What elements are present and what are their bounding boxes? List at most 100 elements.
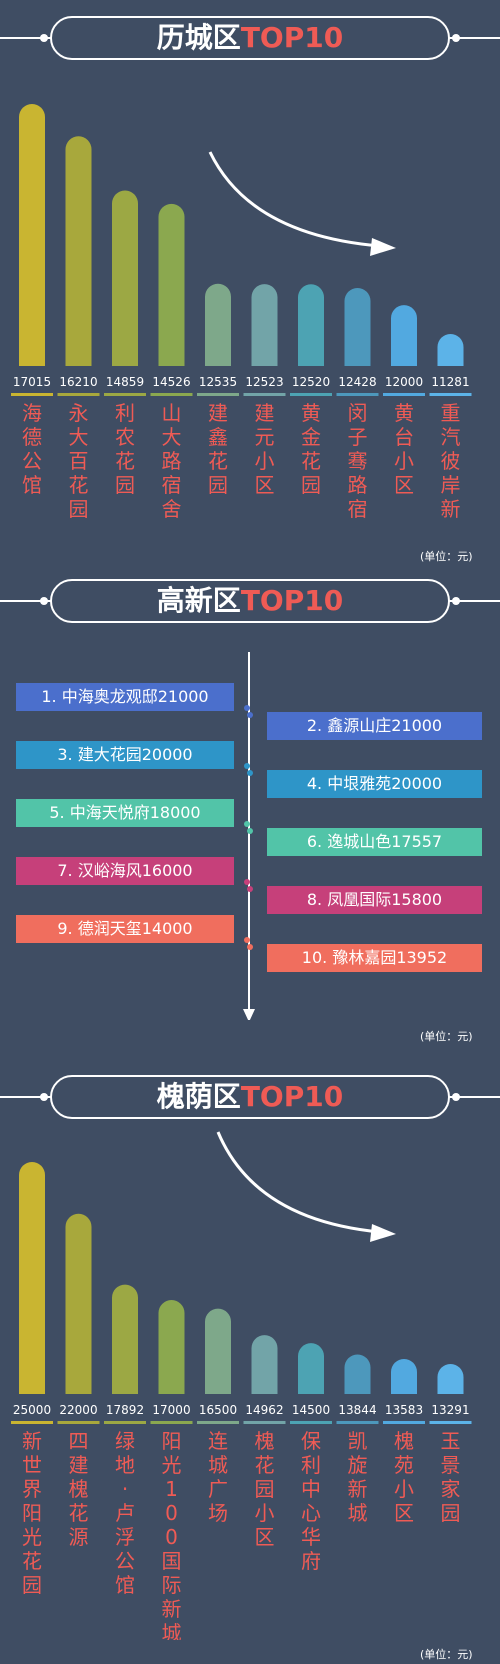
category-label-char: 0: [165, 1525, 178, 1549]
header-dot-left: [40, 34, 48, 42]
category-label-char: 花: [255, 1453, 275, 1477]
category-label-char: 德: [22, 425, 42, 449]
category-label-char: 浮: [115, 1525, 135, 1549]
section-title-main: 槐荫区: [156, 1080, 241, 1113]
unit-label: (单位：元): [420, 1030, 473, 1043]
bar-5: [205, 283, 231, 366]
rank-item-2: 2. 鑫源山庄21000: [267, 712, 482, 740]
label-underline: [429, 393, 472, 396]
unit-label: (单位：元): [420, 1648, 473, 1661]
category-label-char: 黄: [394, 401, 414, 425]
bar-value-label: 14962: [245, 1403, 283, 1417]
category-label-char: 山: [162, 401, 182, 425]
bar-value-label: 16500: [199, 1403, 237, 1417]
bar-8: [344, 1354, 371, 1394]
category-label-char: 小: [255, 1501, 275, 1525]
bar-8: [344, 287, 371, 366]
bar-value-label: 12523: [245, 375, 283, 389]
category-label-char: 宿: [348, 497, 368, 520]
category-label-char: 新: [348, 1477, 368, 1501]
rank-item-6: 6. 逸城山色17557: [267, 828, 482, 856]
category-label-char: 0: [165, 1501, 178, 1525]
category-label-char: 园: [208, 473, 228, 497]
label-underline: [57, 1421, 100, 1424]
section-licheng: 历城区TOP10 17015 海德公馆 16210 永大百花园 14859 利农花园 145…: [0, 0, 500, 563]
section-title: 高新区TOP10: [50, 579, 450, 623]
category-label-char: 新: [441, 497, 461, 520]
header-dot-left: [40, 1093, 48, 1101]
rank-item-7: 7. 汉峪海风16000: [16, 857, 234, 885]
category-label-char: 花: [115, 449, 135, 473]
section-title-highlight: TOP10: [240, 1080, 344, 1113]
category-label-char: 公: [22, 449, 42, 473]
bar-9: [391, 305, 417, 366]
bar-value-label: 13291: [431, 1403, 469, 1417]
bar-value-label: 22000: [59, 1403, 97, 1417]
category-label-char: 馆: [22, 473, 42, 497]
label-underline: [57, 393, 100, 396]
category-label-char: 凯: [348, 1429, 368, 1453]
timeline-dot: [247, 712, 253, 718]
category-label-char: 海: [22, 401, 42, 425]
label-underline: [290, 1421, 332, 1424]
category-label-char: 路: [162, 449, 182, 473]
rank-item-9: 9. 德润天玺14000: [16, 915, 234, 943]
bar-value-label: 13844: [338, 1403, 376, 1417]
category-label-char: 农: [115, 425, 135, 449]
label-underline: [150, 393, 193, 396]
category-label-char: 花: [69, 473, 89, 497]
category-label-char: 槐: [69, 1477, 89, 1501]
category-label-char: 花: [301, 449, 321, 473]
category-label-char: 新: [22, 1429, 42, 1453]
bar-9: [391, 1358, 417, 1394]
category-label-char: 玉: [441, 1429, 461, 1453]
category-label-char: 重: [441, 401, 461, 425]
category-label-char: 利: [301, 1453, 321, 1477]
category-label-char: 建: [208, 401, 228, 425]
bar-6: [251, 1335, 278, 1394]
category-label-char: 园: [301, 473, 321, 497]
timeline-dot: [244, 821, 250, 827]
category-label-char: 骞: [348, 449, 368, 473]
timeline-dot: [244, 705, 250, 711]
category-label-char: 旋: [348, 1453, 368, 1477]
header-dot-right: [452, 1093, 460, 1101]
bar-value-label: 25000: [13, 1403, 51, 1417]
bar-10: [437, 1364, 464, 1394]
rank-item-5: 5. 中海天悦府18000: [16, 799, 234, 827]
label-underline: [104, 1421, 146, 1424]
rank-item-10: 10. 豫林嘉园13952: [267, 944, 482, 972]
category-label-char: 区: [394, 473, 414, 497]
bar-10: [437, 334, 464, 366]
section-gaoxin: 高新区TOP10 (单位：元) 1. 中海奥龙观邸21000 2. 鑫源山庄210…: [0, 560, 500, 1060]
bar-4: [158, 203, 185, 366]
rank-item-3: 3. 建大花园20000: [16, 741, 234, 769]
category-label-char: 新: [162, 1597, 182, 1621]
category-label-char: 园: [69, 497, 89, 520]
category-label-char: 光: [162, 1453, 182, 1477]
bar-2: [65, 136, 92, 366]
category-label-char: 小: [394, 449, 414, 473]
bar-value-label: 13583: [385, 1403, 423, 1417]
category-label-char: 光: [22, 1525, 42, 1549]
header-dot-right: [452, 597, 460, 605]
category-label-char: 建: [255, 401, 275, 425]
category-label-char: 世: [22, 1453, 42, 1477]
category-label-char: 地: [115, 1453, 135, 1477]
category-label-char: 城: [162, 1621, 182, 1640]
category-label-char: 馆: [115, 1573, 135, 1597]
category-label-char: 国: [162, 1549, 182, 1573]
label-underline: [11, 1421, 53, 1424]
category-label-char: 际: [162, 1573, 182, 1597]
bar-3: [112, 1284, 138, 1394]
category-label-char: 界: [22, 1477, 42, 1501]
category-label-char: 保: [301, 1429, 321, 1453]
trend-arrow-head: [370, 1224, 396, 1242]
category-label-char: 花: [69, 1501, 89, 1525]
bar-7: [298, 284, 324, 366]
category-label-char: 舍: [162, 497, 182, 520]
bar-3: [112, 190, 138, 366]
timeline-dot: [247, 944, 253, 950]
trend-arrow: [208, 151, 381, 248]
category-label-char: 园: [441, 1501, 461, 1525]
